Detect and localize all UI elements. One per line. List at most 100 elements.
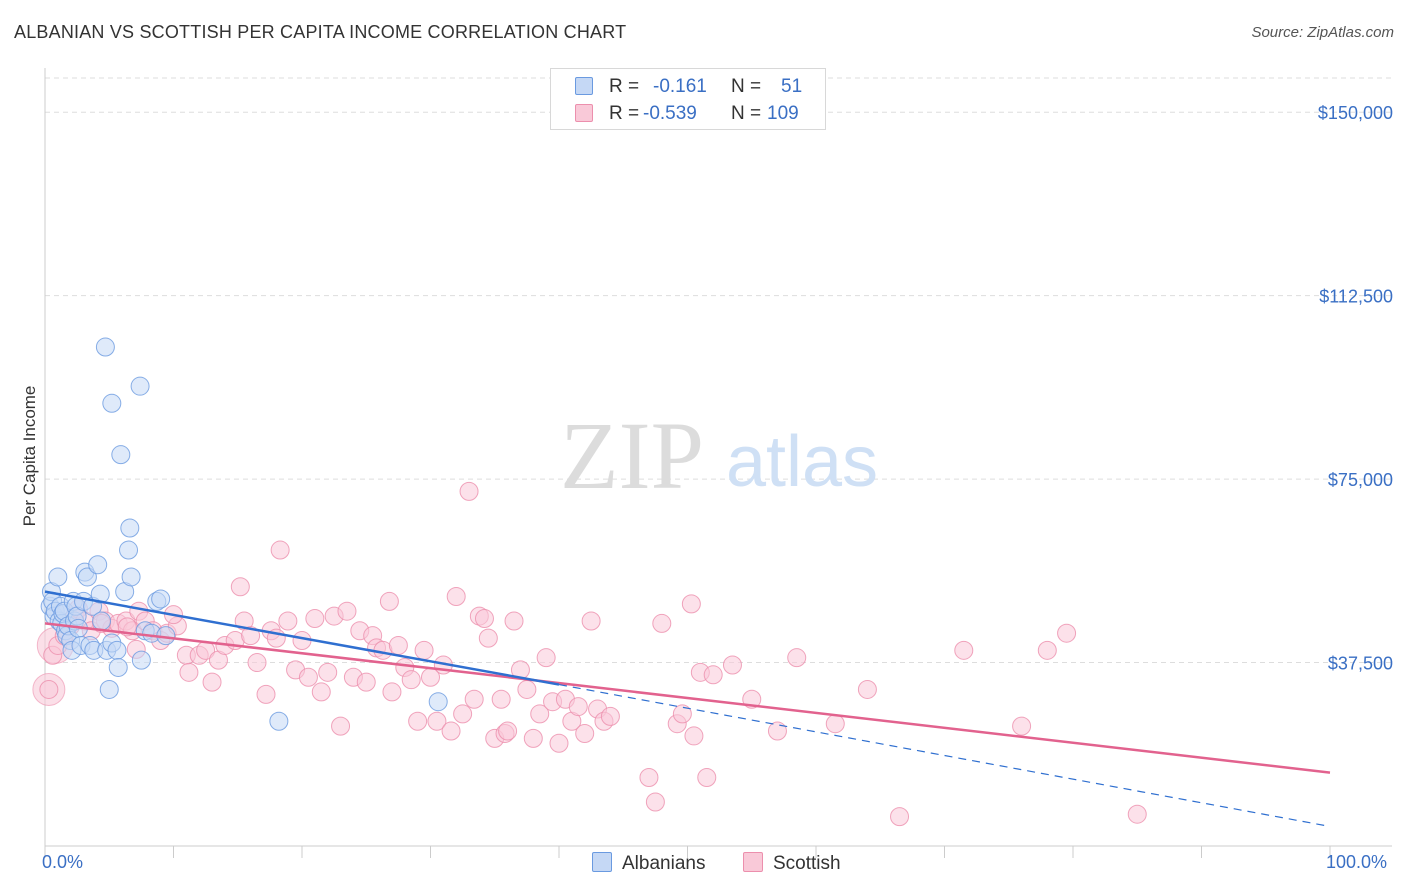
scottish-point: [356, 672, 376, 692]
scottish-point: [722, 655, 742, 675]
scottish-point: [202, 672, 222, 692]
chart-title: ALBANIAN VS SCOTTISH PER CAPITA INCOME C…: [14, 22, 627, 42]
scottish-point: [575, 723, 595, 743]
scottish-point: [179, 662, 199, 682]
scottish-point: [414, 640, 434, 660]
scottish-point: [600, 706, 620, 726]
stats-legend: R = -0.161 N = 51 R = -0.539 N = 109: [550, 68, 826, 130]
albanian-point: [428, 692, 448, 712]
albanian-point: [99, 679, 119, 699]
scottish-point: [549, 733, 569, 753]
watermark: ZIP atlas: [560, 402, 878, 509]
scottish-point: [241, 626, 261, 646]
scottish-point: [1127, 804, 1147, 824]
albanian-point: [107, 640, 127, 660]
scottish-point: [530, 704, 550, 724]
scottish-point: [441, 721, 461, 741]
albanian-point: [108, 657, 128, 677]
scottish-point: [408, 711, 428, 731]
scottish-point: [247, 653, 267, 673]
axes: [44, 68, 1392, 858]
scottish-point: [446, 587, 466, 607]
scottish-point: [517, 679, 537, 699]
watermark-atlas: atlas: [726, 422, 878, 502]
y-tick-label: $150,000: [1318, 103, 1393, 123]
legend-item-scottish[interactable]: Scottish: [743, 852, 841, 876]
scottish-point: [684, 726, 704, 746]
scottish-point: [825, 714, 845, 734]
scottish-trend-line: [44, 622, 1331, 774]
scottish-point: [639, 768, 659, 788]
trend-lines: [44, 590, 1331, 828]
albanian-point: [151, 589, 171, 609]
albanian-point: [48, 567, 68, 587]
source-label: Source: ZipAtlas.com: [1251, 24, 1394, 41]
albanian-point: [102, 393, 122, 413]
albanian-point: [88, 555, 108, 575]
scottish-point: [857, 679, 877, 699]
scottish-point: [1012, 716, 1032, 736]
albanian-trend-extension: [558, 683, 1331, 828]
scottish-point: [230, 577, 250, 597]
scottish-point: [581, 611, 601, 631]
scottish-point: [523, 728, 543, 748]
scottish-point: [427, 711, 447, 731]
scottish-point: [491, 689, 511, 709]
n-label: N =: [731, 76, 762, 97]
albanians-legend-swatch: [592, 852, 612, 872]
scottish-point: [478, 628, 498, 648]
scottish-legend-label: Scottish: [773, 853, 841, 874]
scottish-point: [453, 704, 473, 724]
scottish-point: [681, 594, 701, 614]
scottish-point: [388, 635, 408, 655]
scottish-point: [464, 689, 484, 709]
r-label: R =: [609, 76, 640, 97]
albanian-point: [95, 337, 115, 357]
y-tick-label: $75,000: [1328, 470, 1393, 490]
scottish-point: [318, 662, 338, 682]
scottish-point: [337, 601, 357, 621]
scottish-point: [504, 611, 524, 631]
albanians-swatch: [575, 77, 593, 95]
scottish-point: [270, 540, 290, 560]
albanians-r-value: -0.161: [653, 76, 707, 97]
legend-item-albanians[interactable]: Albanians: [592, 852, 705, 876]
albanian-point: [90, 584, 110, 604]
n-label: N =: [731, 103, 762, 124]
scottish-point: [1037, 640, 1057, 660]
scottish-point: [1057, 623, 1077, 643]
albanian-trend-line: [44, 590, 560, 686]
scottish-point: [474, 609, 494, 629]
scottish-point: [645, 792, 665, 812]
scottish-swatch: [575, 104, 593, 122]
albanians-n-value: 51: [781, 76, 803, 97]
scottish-point: [767, 721, 787, 741]
r-label: R =: [609, 103, 640, 124]
scottish-point: [954, 640, 974, 660]
scottish-point: [305, 609, 325, 629]
y-tick-labels: $37,500 $75,000 $112,500 $150,000: [1318, 103, 1393, 673]
x-tick-max: 100.0%: [1326, 852, 1388, 872]
scottish-n-value: 109: [767, 103, 799, 124]
albanian-point: [77, 567, 97, 587]
scottish-point: [256, 684, 276, 704]
albanian-point: [92, 611, 112, 631]
scottish-point: [568, 697, 588, 717]
scottish-point: [39, 679, 59, 699]
albanian-point: [120, 518, 140, 538]
scottish-r-value: -0.539: [643, 103, 697, 124]
scottish-point: [890, 807, 910, 827]
albanian-point: [269, 711, 289, 731]
albanian-point: [119, 540, 139, 560]
scottish-point: [697, 768, 717, 788]
albanian-point: [130, 376, 150, 396]
albanian-point: [121, 567, 141, 587]
scottish-point: [278, 611, 298, 631]
scottish-point: [311, 682, 331, 702]
scottish-point: [536, 648, 556, 668]
y-tick-label: $37,500: [1328, 654, 1393, 674]
scottish-point: [652, 613, 672, 633]
scottish-point: [459, 481, 479, 501]
x-tick-min: 0.0%: [42, 852, 84, 872]
